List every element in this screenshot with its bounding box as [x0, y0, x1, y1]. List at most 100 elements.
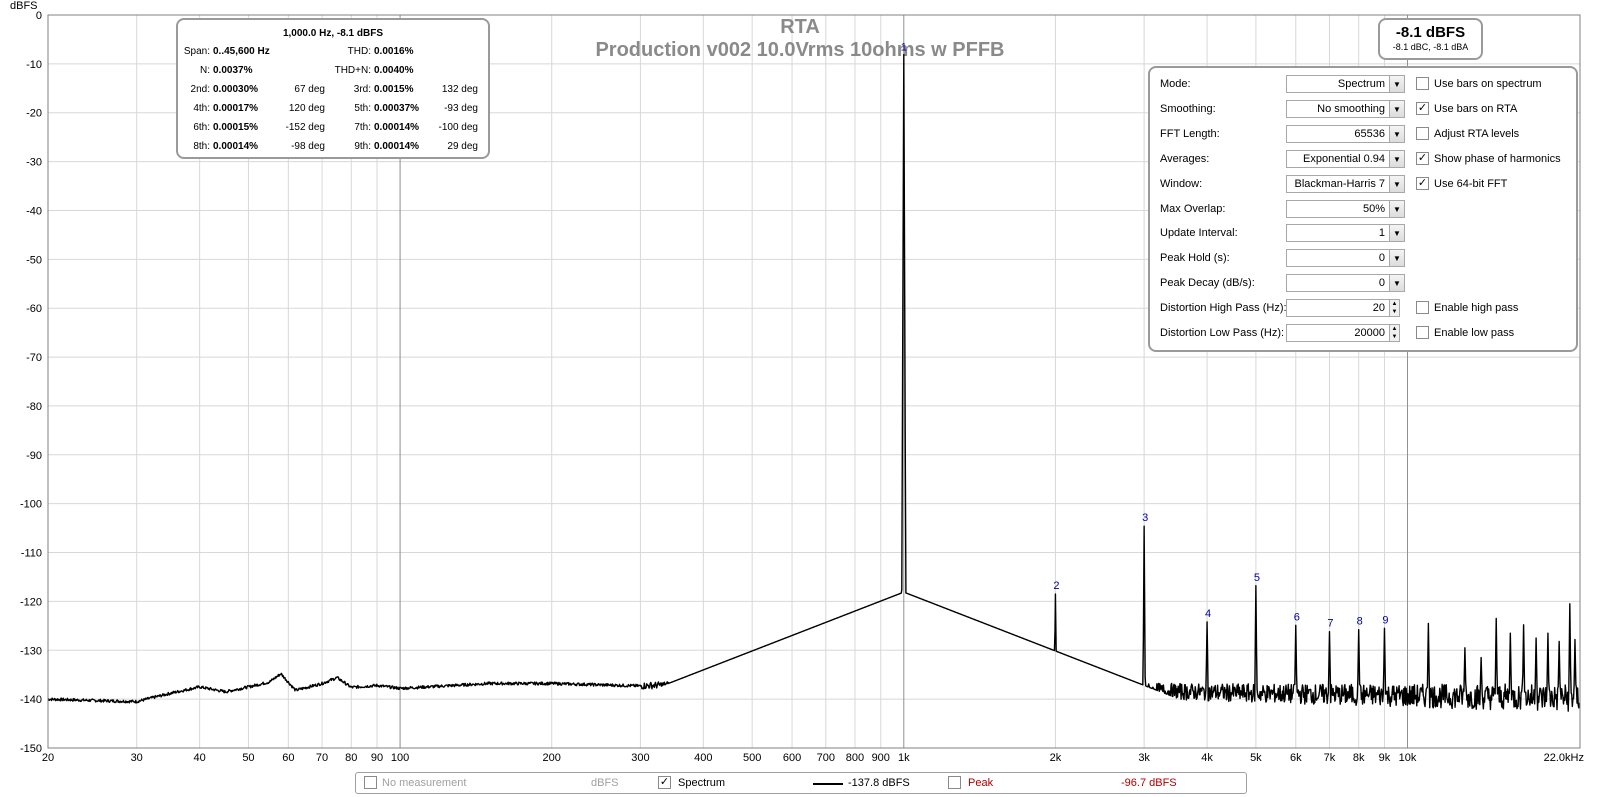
option-checkbox[interactable]: Adjust RTA levels: [1150, 125, 1570, 145]
control-row-peak-decay: Peak Decay (dB/s): 0 ▼: [1150, 274, 1430, 294]
span-label: Span:: [183, 46, 210, 57]
no-measurement-checkbox[interactable]: [364, 776, 377, 789]
spectrum-legend-label: Spectrum: [678, 777, 726, 789]
spectrum-checkbox[interactable]: ✓: [658, 776, 671, 789]
checkbox-label: Use 64-bit FFT: [1434, 177, 1508, 190]
chevron-down-icon[interactable]: ▼: [1390, 174, 1405, 193]
control-row-dist-low-pass: Distortion Low Pass (Hz): 20000 ▲ ▼: [1150, 324, 1430, 344]
distortion-panel: 1,000.0 Hz, -8.1 dBFS Span: 0..45,600 Hz…: [176, 18, 490, 159]
y-tick-label: -100: [20, 499, 42, 511]
chevron-down-icon[interactable]: ▼: [1390, 224, 1405, 243]
x-tick-label: 3k: [1138, 752, 1150, 764]
option-checkbox[interactable]: ✓ Show phase of harmonics: [1150, 150, 1570, 170]
no-measurement-unit: dBFS: [591, 777, 619, 789]
harmonic-label: 9th:: [354, 141, 371, 152]
window-select[interactable]: Blackman-Harris 7: [1286, 174, 1390, 193]
averages-select[interactable]: Exponential 0.94: [1286, 149, 1390, 168]
checkbox[interactable]: [1416, 301, 1429, 315]
x-tick-label: 70: [316, 752, 328, 764]
option-checkbox[interactable]: ✓ Use 64-bit FFT: [1150, 175, 1570, 195]
harmonic-value: 0.00014%: [213, 141, 259, 152]
harmonic-value: 0.00017%: [213, 103, 259, 114]
checkbox[interactable]: [1416, 326, 1429, 339]
checkbox[interactable]: ✓: [1416, 151, 1429, 165]
y-tick-label: -80: [26, 401, 42, 413]
mode-select[interactable]: Spectrum: [1286, 75, 1390, 93]
harmonic-value: 0.00015%: [213, 122, 259, 133]
chevron-down-icon[interactable]: ▼: [1390, 75, 1405, 93]
harmonic-label: 6th:: [193, 122, 210, 133]
option-checkbox[interactable]: Use bars on spectrum: [1150, 75, 1570, 95]
harmonic-label: 3rd:: [353, 84, 371, 95]
control-row-peak-hold: Peak Hold (s): 0 ▼: [1150, 249, 1430, 269]
x-tick-label: 20: [42, 752, 54, 764]
span-value: 0..45,600 Hz: [213, 46, 270, 57]
harmonic-marker-label: 6: [1294, 611, 1300, 623]
chevron-down-icon[interactable]: ▼: [1390, 249, 1405, 268]
harmonic-marker-label: 8: [1357, 616, 1363, 628]
harmonic-value: 0.0015%: [374, 84, 414, 95]
update-interval-select[interactable]: 1: [1286, 224, 1390, 243]
n-label: N:: [200, 65, 210, 76]
chevron-down-icon[interactable]: ▼: [1390, 99, 1405, 118]
dist-high-pass-spinner[interactable]: ▲ ▼: [1390, 299, 1400, 318]
enable-low-pass-checkbox[interactable]: Enable low pass: [1150, 324, 1570, 344]
fft-length-select[interactable]: 65536: [1286, 124, 1390, 143]
control-row-averages: Averages: Exponential 0.94 ▼: [1150, 149, 1430, 170]
enable-high-pass-checkbox[interactable]: Enable high pass: [1150, 299, 1570, 319]
spectrum-trace-group: [47, 53, 1581, 712]
harmonic-phase: -100 deg: [438, 122, 478, 133]
harmonic-value: 0.00037%: [374, 103, 420, 114]
checkbox[interactable]: ✓: [1416, 101, 1429, 115]
peak-legend-label: Peak: [968, 777, 994, 789]
spectrum-line-swatch: [813, 783, 843, 785]
x-tick-label: 300: [631, 752, 649, 764]
harmonic-phase: 132 deg: [441, 84, 478, 95]
no-measurement-label: No measurement: [382, 777, 467, 789]
dist-low-pass-input[interactable]: 20000: [1286, 324, 1390, 342]
y-tick-label: -70: [26, 352, 42, 364]
thdn-value: 0.0040%: [374, 65, 414, 76]
spectrum-legend-value: -137.8 dBFS: [848, 777, 910, 789]
x-tick-label: 700: [817, 752, 835, 764]
harmonic-value: 0.00014%: [374, 141, 420, 152]
harmonic-marker-label: 4: [1205, 608, 1211, 620]
max-overlap-select[interactable]: 50%: [1286, 199, 1390, 218]
x-tick-label: 10k: [1399, 752, 1417, 764]
dist-high-pass-input[interactable]: 20: [1286, 299, 1390, 318]
harmonic-label: 4th:: [193, 103, 210, 114]
chevron-down-icon[interactable]: ▼: [1390, 274, 1405, 293]
checkbox[interactable]: [1416, 126, 1429, 140]
chevron-down-icon[interactable]: ▼: [1390, 149, 1405, 168]
y-tick-label: -30: [26, 157, 42, 169]
legend-bar: No measurement dBFS ✓ Spectrum -137.8 dB…: [355, 772, 1247, 794]
peak-checkbox[interactable]: [948, 776, 961, 789]
x-tick-label: 800: [846, 752, 864, 764]
peak-decay-select[interactable]: 0: [1286, 274, 1390, 293]
control-row-smoothing: Smoothing: No smoothing ▼: [1150, 99, 1430, 120]
harmonic-label: 2nd:: [190, 84, 210, 95]
checkbox[interactable]: [1416, 77, 1429, 90]
checkbox[interactable]: ✓: [1416, 176, 1429, 190]
smoothing-select[interactable]: No smoothing: [1286, 99, 1390, 118]
checkbox-label: Enable high pass: [1434, 302, 1519, 315]
dist-low-pass-spinner[interactable]: ▲ ▼: [1390, 324, 1400, 342]
x-tick-label: 100: [391, 752, 409, 764]
chart-title: RTA: [780, 16, 820, 38]
peak-hold-select[interactable]: 0: [1286, 249, 1390, 268]
averages-label: Averages:: [1160, 152, 1210, 165]
x-tick-label: 4k: [1201, 752, 1213, 764]
harmonic-phase: 67 deg: [294, 84, 325, 95]
chevron-down-icon[interactable]: ▼: [1390, 199, 1405, 218]
peak-hold-label: Peak Hold (s):: [1160, 252, 1230, 265]
mode-label: Mode:: [1160, 78, 1191, 90]
chevron-down-icon[interactable]: ▼: [1390, 124, 1405, 143]
control-row-mode: Mode: Spectrum ▼: [1150, 75, 1430, 95]
x-tick-label: 5k: [1250, 752, 1262, 764]
x-tick-label: 600: [783, 752, 801, 764]
y-tick-label: -40: [26, 205, 42, 217]
option-checkbox[interactable]: ✓ Use bars on RTA: [1150, 100, 1570, 120]
x-tick-label: 50: [242, 752, 254, 764]
max-overlap-label: Max Overlap:: [1160, 202, 1226, 215]
